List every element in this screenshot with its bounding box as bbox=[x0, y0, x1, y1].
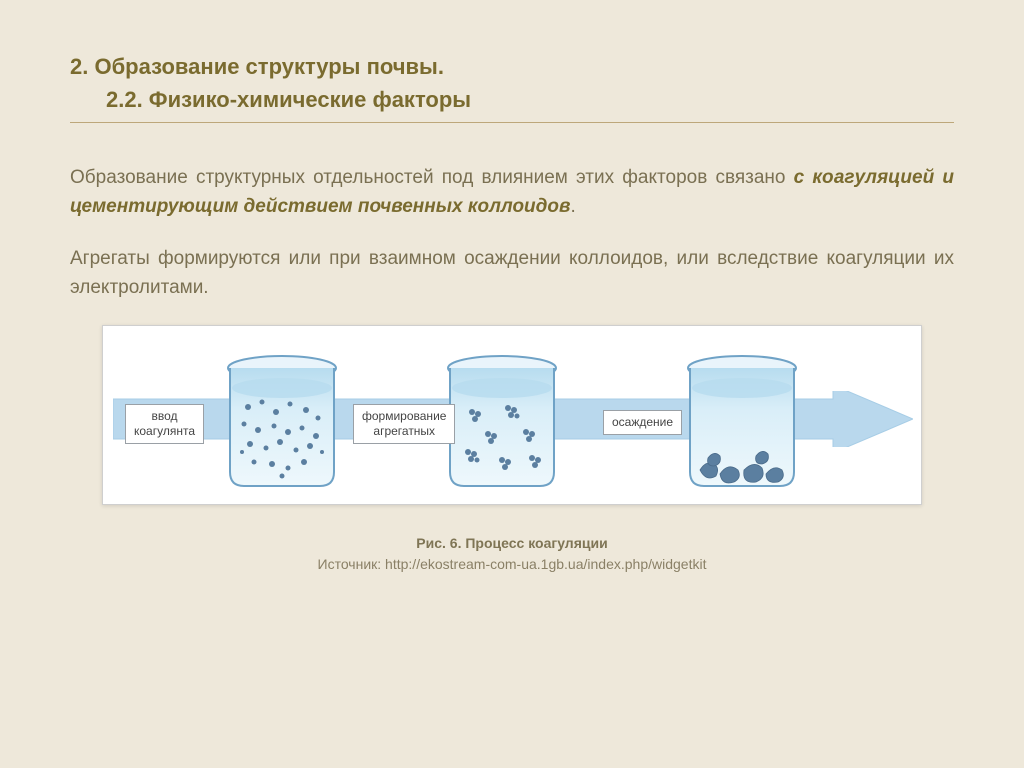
label-stage-2: формирование агрегатных bbox=[353, 404, 455, 444]
paragraph-2: Агрегаты формируются или при взаимном ос… bbox=[70, 244, 954, 303]
label-stage-2-line2: агрегатных bbox=[362, 424, 446, 439]
beaker-stage-3 bbox=[678, 352, 806, 492]
label-stage-1: ввод коагулянта bbox=[125, 404, 204, 444]
beaker-stage-1 bbox=[218, 352, 346, 492]
label-stage-2-line1: формирование bbox=[362, 409, 446, 424]
slide: 2. Образование структуры почвы. 2.2. Физ… bbox=[0, 0, 1024, 605]
label-stage-1-line1: ввод bbox=[134, 409, 195, 424]
label-stage-1-line2: коагулянта bbox=[134, 424, 195, 439]
diagram-container: ввод коагулянта формирование агрегатных … bbox=[70, 325, 954, 505]
slide-title: 2. Образование структуры почвы. 2.2. Физ… bbox=[70, 50, 954, 116]
title-line-2: 2.2. Физико-химические факторы bbox=[70, 83, 954, 116]
paragraph-1: Образование структурных отдельностей под… bbox=[70, 163, 954, 222]
title-line-1: 2. Образование структуры почвы. bbox=[70, 50, 954, 83]
label-stage-3: осаждение bbox=[603, 410, 682, 435]
label-stage-3-text: осаждение bbox=[612, 415, 673, 429]
beaker-stage-2 bbox=[438, 352, 566, 492]
title-rule bbox=[70, 122, 954, 123]
para1-pre: Образование структурных отдельностей под… bbox=[70, 167, 794, 188]
figure-caption: Рис. 6. Процесс коагуляции Источник: htt… bbox=[70, 533, 954, 575]
caption-source: Источник: http://ekostream-com-ua.1gb.ua… bbox=[318, 556, 707, 572]
coagulation-diagram: ввод коагулянта формирование агрегатных … bbox=[102, 325, 922, 505]
para1-post: . bbox=[571, 196, 576, 217]
caption-title: Рис. 6. Процесс коагуляции bbox=[416, 535, 607, 551]
